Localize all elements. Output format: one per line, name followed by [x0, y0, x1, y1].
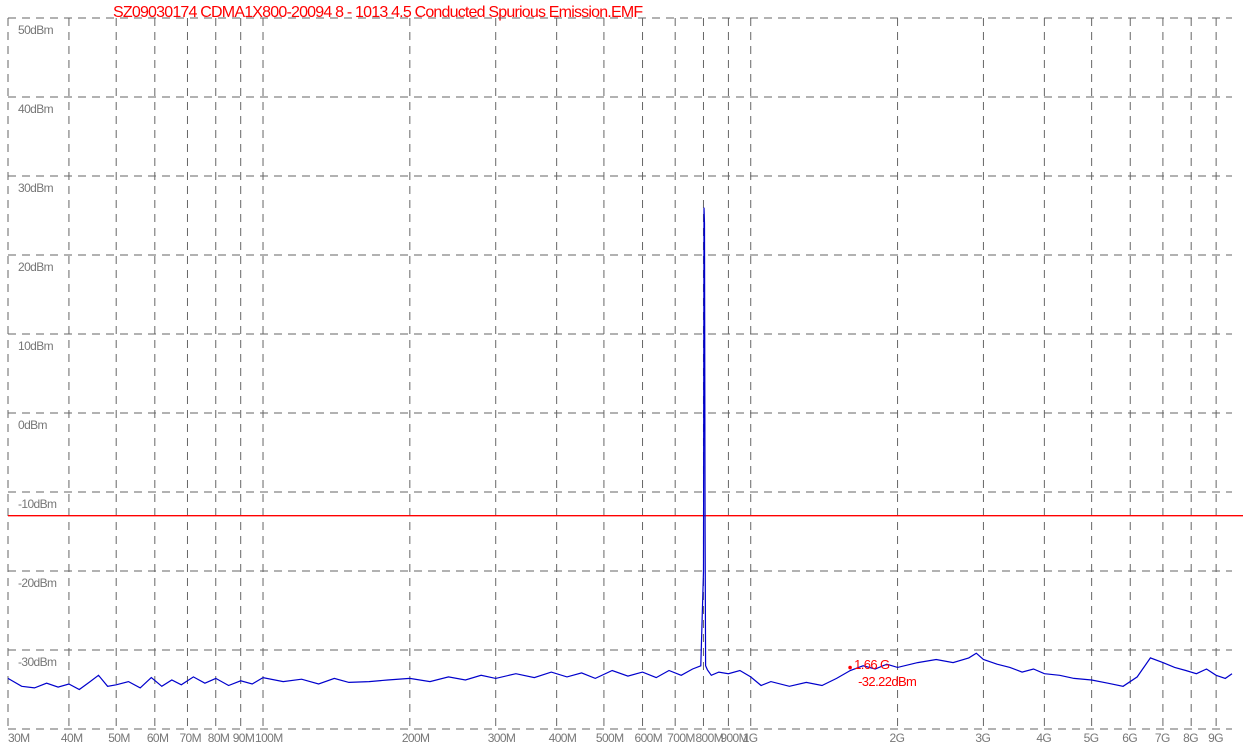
x-tick-label: 900M [720, 731, 748, 745]
x-tick-label: 60M [147, 731, 169, 745]
y-tick-label: 10dBm [18, 339, 54, 353]
x-tick-label: 80M [208, 731, 230, 745]
x-tick-label: 70M [179, 731, 201, 745]
x-tick-label: 800M [695, 731, 723, 745]
x-tick-label: 600M [635, 731, 663, 745]
x-tick-label: 7G [1155, 731, 1170, 745]
y-tick-label: 30dBm [18, 181, 54, 195]
x-tick-label: 100M [255, 731, 283, 745]
x-tick-label: 700M [667, 731, 695, 745]
x-tick-label: 9G [1208, 731, 1223, 745]
trace [7, 207, 1233, 691]
y-tick-label: 0dBm [18, 418, 48, 432]
y-tick-label: 20dBm [18, 260, 54, 274]
marker-y-label: -32.22dBm [858, 674, 916, 689]
x-tick-label: 300M [488, 731, 516, 745]
marker-x-label: 1.66 G [854, 657, 890, 672]
y-tick-label: -30dBm [18, 655, 57, 669]
x-tick-label: 4G [1036, 731, 1051, 745]
y-tick-label: -10dBm [18, 497, 57, 511]
x-tick-label: 1G [743, 731, 758, 745]
x-tick-label: 40M [61, 731, 83, 745]
x-tick-label: 8G [1183, 731, 1198, 745]
marker-point [848, 665, 852, 670]
x-tick-label: 200M [402, 731, 430, 745]
y-tick-label: 40dBm [18, 102, 54, 116]
x-tick-label: 30M [8, 731, 30, 745]
x-tick-label: 90M [233, 731, 255, 745]
x-tick-label: 400M [549, 731, 577, 745]
chart-title: SZ09030174 CDMA1X800-20094 8 - 1013 4.5 … [113, 4, 643, 21]
x-tick-label: 500M [596, 731, 624, 745]
x-tick-label: 2G [890, 731, 905, 745]
x-tick-label: 50M [108, 731, 130, 745]
x-tick-label: 5G [1084, 731, 1099, 745]
x-tick-label: 6G [1122, 731, 1137, 745]
y-tick-label: 50dBm [18, 23, 54, 37]
x-tick-label: 3G [975, 731, 990, 745]
y-tick-label: -20dBm [18, 576, 57, 590]
